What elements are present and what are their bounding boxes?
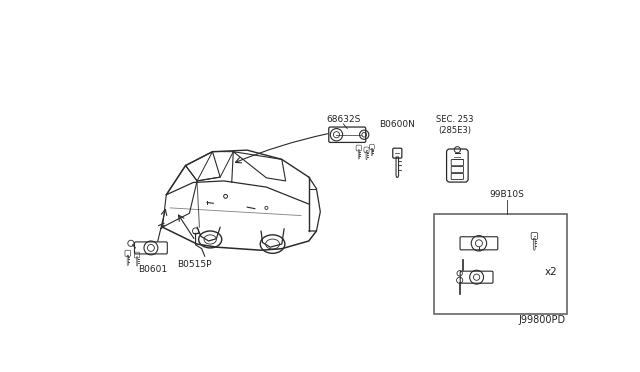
Text: J99800PD: J99800PD [518, 315, 565, 325]
Text: B0600N: B0600N [380, 119, 415, 129]
Text: B0515P: B0515P [177, 260, 211, 269]
Text: B0601: B0601 [138, 265, 167, 274]
Text: 99B10S: 99B10S [490, 190, 525, 199]
Bar [435, 214, 566, 314]
Text: x2: x2 [545, 267, 558, 277]
Text: 68632S: 68632S [326, 115, 360, 124]
Text: SEC. 253
(285E3): SEC. 253 (285E3) [436, 115, 473, 135]
